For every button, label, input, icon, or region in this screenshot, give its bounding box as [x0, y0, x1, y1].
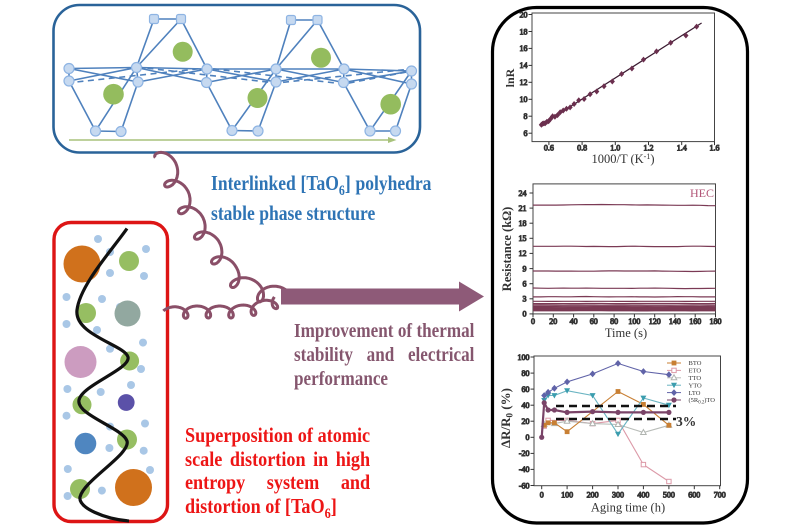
svg-text:0: 0	[531, 317, 535, 326]
svg-text:12: 12	[520, 78, 528, 87]
svg-text:160: 160	[689, 317, 701, 326]
svg-text:TTO: TTO	[689, 375, 702, 382]
svg-text:HEC: HEC	[690, 186, 714, 200]
svg-text:100: 100	[628, 317, 640, 326]
svg-text:80: 80	[522, 369, 530, 378]
svg-text:16: 16	[520, 44, 528, 53]
svg-text:14: 14	[520, 61, 528, 70]
svg-text:700: 700	[714, 491, 726, 500]
svg-text:1.6: 1.6	[710, 143, 720, 152]
svg-text:-60: -60	[519, 481, 530, 490]
svg-text:120: 120	[649, 317, 661, 326]
svg-text:18: 18	[520, 27, 528, 36]
svg-text:300: 300	[612, 491, 624, 500]
svg-text:9: 9	[523, 264, 527, 273]
svg-text:600: 600	[688, 491, 700, 500]
svg-text:YTO: YTO	[689, 382, 703, 389]
svg-text:400: 400	[637, 491, 649, 500]
svg-text:ETO: ETO	[689, 368, 702, 375]
svg-text:0: 0	[526, 433, 530, 442]
svg-text:1.4: 1.4	[677, 143, 687, 152]
svg-text:0: 0	[540, 491, 544, 500]
svg-text:BTO: BTO	[689, 360, 702, 367]
svg-text:20: 20	[549, 317, 557, 326]
svg-text:20: 20	[520, 10, 528, 19]
svg-text:Time (s): Time (s)	[605, 326, 647, 340]
svg-text:21: 21	[519, 204, 527, 213]
svg-text:12: 12	[519, 249, 527, 258]
svg-text:Resistance (kΩ): Resistance (kΩ)	[500, 207, 514, 292]
svg-text:60: 60	[590, 317, 598, 326]
svg-text:60: 60	[522, 385, 530, 394]
svg-text:100: 100	[518, 353, 530, 362]
svg-text:3: 3	[523, 295, 527, 304]
svg-text:24: 24	[519, 189, 527, 198]
svg-text:80: 80	[610, 317, 618, 326]
svg-text:-40: -40	[519, 465, 530, 474]
svg-text:140: 140	[669, 317, 681, 326]
svg-text:lnR: lnR	[503, 68, 517, 87]
svg-text:1.0: 1.0	[610, 143, 620, 152]
svg-text:1.2: 1.2	[644, 143, 654, 152]
svg-text:(5R0.2)TO: (5R0.2)TO	[689, 397, 716, 406]
svg-text:ΔR/R0 (%): ΔR/R0 (%)	[498, 388, 515, 448]
svg-text:0.8: 0.8	[577, 143, 587, 152]
svg-text:15: 15	[519, 234, 527, 243]
svg-text:8: 8	[524, 112, 528, 121]
svg-text:180: 180	[710, 317, 722, 326]
svg-text:100: 100	[561, 491, 573, 500]
svg-text:3%: 3%	[676, 414, 696, 429]
svg-text:0: 0	[523, 310, 527, 319]
svg-text:18: 18	[519, 219, 527, 228]
svg-text:0.6: 0.6	[544, 143, 554, 152]
svg-text:LTO: LTO	[689, 390, 701, 397]
svg-text:200: 200	[587, 491, 599, 500]
svg-text:20: 20	[522, 417, 530, 426]
svg-text:-20: -20	[519, 449, 530, 458]
svg-text:1000/T (K-1): 1000/T (K-1)	[591, 152, 654, 166]
svg-text:6: 6	[523, 280, 527, 289]
svg-text:40: 40	[522, 401, 530, 410]
svg-text:500: 500	[663, 491, 675, 500]
svg-text:6: 6	[524, 129, 528, 138]
svg-text:Aging time (h): Aging time (h)	[591, 501, 665, 515]
svg-text:40: 40	[570, 317, 578, 326]
svg-text:10: 10	[520, 95, 528, 104]
